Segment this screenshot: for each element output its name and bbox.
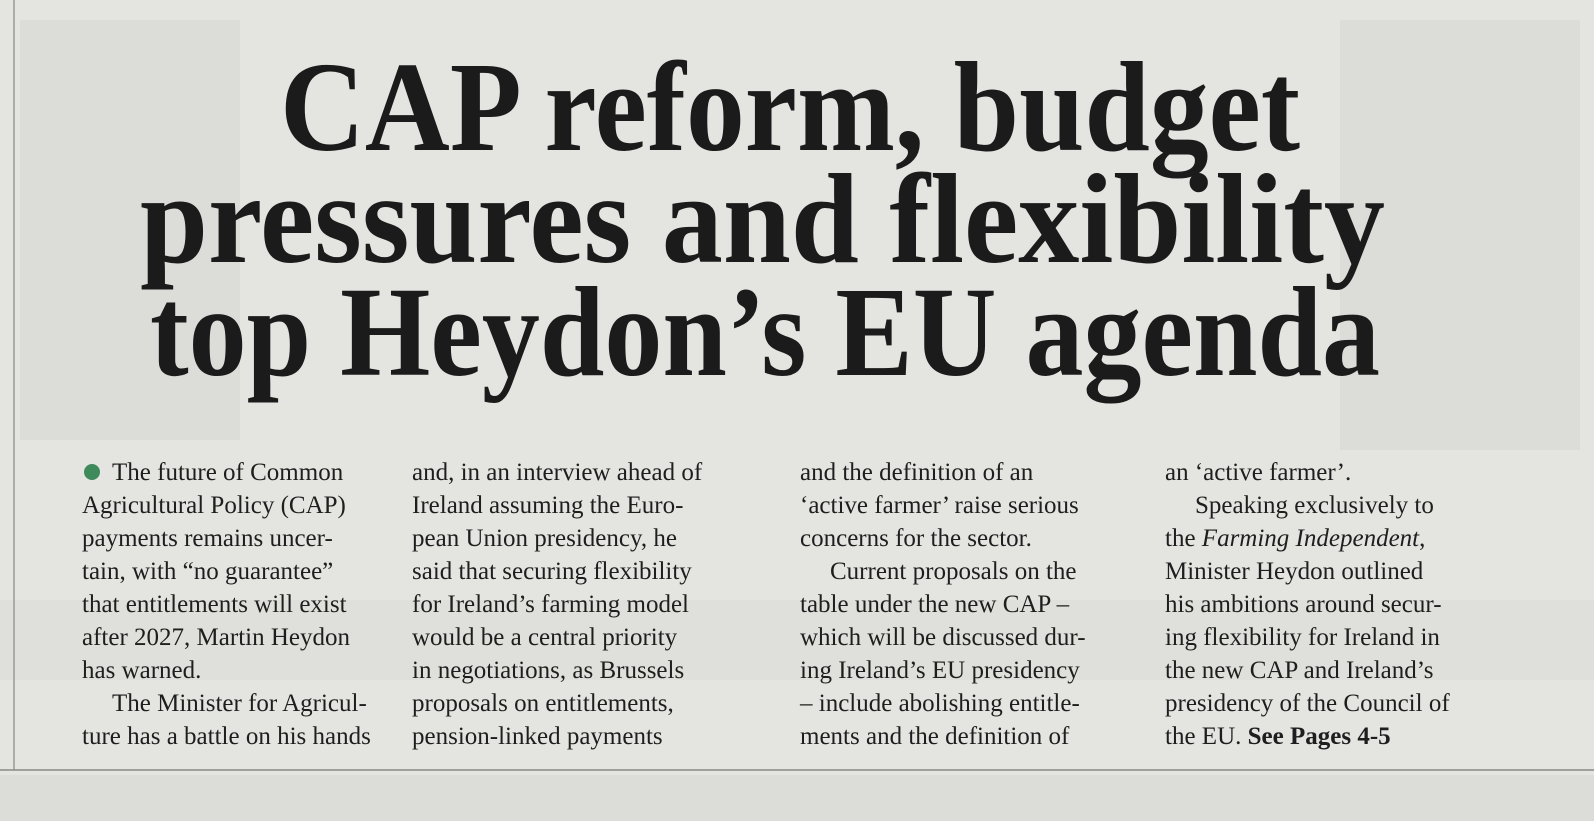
body-line: in negotiations, as Brussels <box>412 657 684 684</box>
headline-line: top Heydon’s EU agenda <box>150 261 1380 403</box>
body-line: and the definition of an <box>800 459 1034 486</box>
body-line: Minister Heydon outlined <box>1165 558 1424 585</box>
body-line: would be a central priority <box>412 624 678 651</box>
headline-line: pressures and flexibility <box>140 148 1385 290</box>
body-line: – include abolishing entitle- <box>799 690 1080 717</box>
body-line: Agricultural Policy (CAP) <box>82 492 346 519</box>
body-line: said that securing flexibility <box>412 558 692 585</box>
body-line: ing Ireland’s EU presidency <box>800 657 1080 684</box>
text-run: See Pages 4-5 <box>1248 723 1391 750</box>
body-line: concerns for the sector. <box>800 525 1032 552</box>
headline-line: CAP reform, budget <box>280 36 1300 178</box>
body-line: for Ireland’s farming model <box>412 591 689 618</box>
body-line: presidency of the Council of <box>1165 690 1450 717</box>
body-line: an ‘active farmer’. <box>1165 459 1351 486</box>
body-line: ture has a battle on his hands <box>82 723 371 750</box>
body-line: Ireland assuming the Euro- <box>412 492 683 519</box>
text-run: , <box>1419 525 1425 552</box>
body-line: The Minister for Agricul- <box>112 690 367 717</box>
text-run: the EU. <box>1165 723 1248 750</box>
text-run: the <box>1165 525 1202 552</box>
body-line: the new CAP and Ireland’s <box>1165 657 1433 684</box>
body-line: Current proposals on the <box>830 558 1076 585</box>
body-line: ing flexibility for Ireland in <box>1165 624 1440 651</box>
body-line: The future of Common <box>112 459 344 486</box>
body-line: ments and the definition of <box>800 723 1070 750</box>
body-line: ‘active farmer’ raise serious <box>800 492 1079 519</box>
body-line: payments remains uncer- <box>82 525 333 552</box>
body-line: after 2027, Martin Heydon <box>82 624 350 651</box>
body-line: which will be discussed dur- <box>800 624 1086 651</box>
article-body: The future of Common Agricultural Policy … <box>82 459 1450 750</box>
body-line: pean Union presidency, he <box>412 525 677 552</box>
body-line: and, in an interview ahead of <box>412 459 703 486</box>
show-through <box>0 20 1594 821</box>
bullet <box>84 464 100 480</box>
body-line: that entitlements will exist <box>82 591 347 618</box>
body-line: table under the new CAP – <box>800 591 1070 618</box>
body-line: his ambitions around secur- <box>1165 591 1442 618</box>
body-line: Speaking exclusively to <box>1195 492 1434 519</box>
body-line: tain, with “no guarantee” <box>82 558 333 585</box>
body-line: has warned. <box>82 657 201 684</box>
body-line: the EU. See Pages 4-5 <box>1165 723 1391 750</box>
body-line: proposals on entitlements, <box>412 690 674 717</box>
body-line: pension-linked payments <box>412 723 663 750</box>
body-line: the Farming Independent, <box>1165 525 1425 552</box>
text-run: Farming Independent <box>1201 525 1420 552</box>
